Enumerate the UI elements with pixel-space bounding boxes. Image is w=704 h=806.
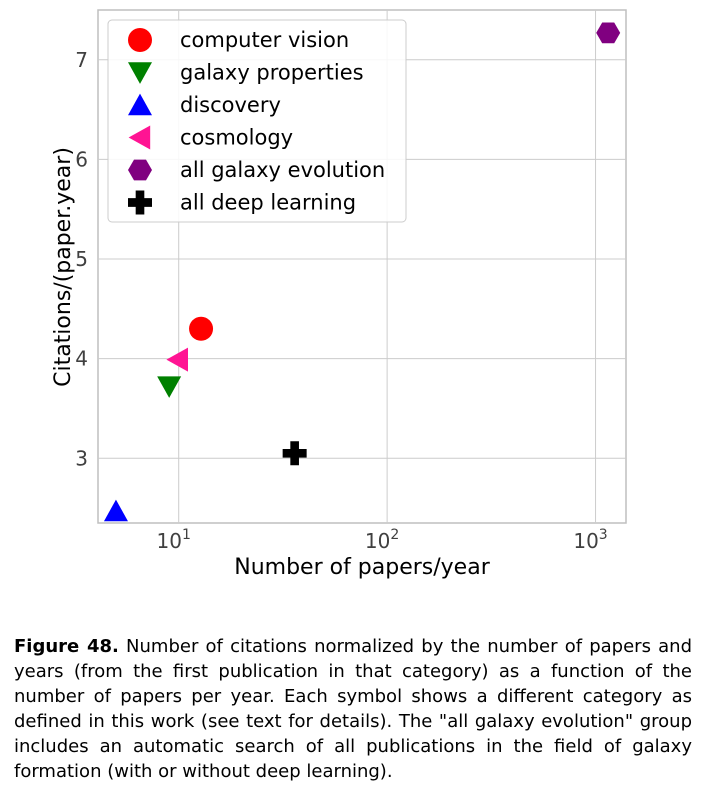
scatter-chart: 101 102 103 3 4 5 6 7 computer vision galaxy pro… <box>51 9 627 580</box>
x-axis-label: Number of papers/year <box>234 555 490 580</box>
legend-box <box>107 19 407 223</box>
y-tick-label: 7 <box>75 48 88 72</box>
figure-label: Figure 48. <box>14 636 119 657</box>
data-point-cosmology <box>166 347 188 372</box>
x-tick-label: 103 <box>573 527 607 553</box>
legend-marker <box>128 62 152 84</box>
data-point-discovery <box>103 499 128 522</box>
legend-entry-label: discovery <box>180 93 281 117</box>
legend-entry-label: all galaxy evolution <box>180 158 385 182</box>
legend-entry-label: cosmology <box>180 126 293 150</box>
y-tick-label: 3 <box>75 446 88 470</box>
data-point-computer-vision <box>189 316 214 341</box>
legend-entry-label: all deep learning <box>180 191 356 215</box>
data-point-all-galaxy-evolution <box>596 22 621 44</box>
caption-text: Number of citations normalized by the nu… <box>14 636 693 782</box>
legend-marker <box>128 125 151 150</box>
legend-marker <box>128 159 152 181</box>
y-tick-label: 6 <box>75 147 88 171</box>
legend-entry-label: computer vision <box>180 28 349 52</box>
y-axis-label: Citations/(paper.year) <box>51 147 76 387</box>
y-tick-label: 5 <box>75 247 88 271</box>
data-point-all-deep-learning <box>282 441 307 466</box>
figure-caption: Figure 48. Number of citations normalize… <box>14 634 692 784</box>
x-tick-label: 102 <box>365 527 399 553</box>
tick-labels: 101 102 103 3 4 5 6 7 <box>75 48 607 553</box>
data-point-galaxy-properties <box>157 376 182 398</box>
legend-marker <box>128 93 152 116</box>
legend-marker <box>128 28 152 52</box>
x-tick-label: 101 <box>157 527 191 553</box>
legend-entry-label: galaxy properties <box>180 61 364 85</box>
y-tick-label: 4 <box>75 347 88 371</box>
legend-marker <box>128 190 152 215</box>
data-markers <box>103 22 621 522</box>
legend: computer vision galaxy properties discover… <box>107 19 407 223</box>
